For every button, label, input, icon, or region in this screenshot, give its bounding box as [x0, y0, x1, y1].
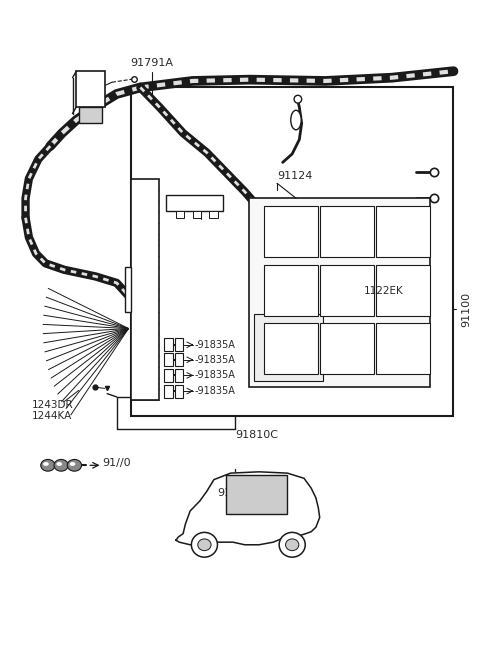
Ellipse shape: [43, 462, 49, 466]
Text: -91835A: -91835A: [194, 355, 235, 365]
Bar: [209, 212, 218, 217]
Bar: [76, 71, 105, 107]
Text: 1122EK: 1122EK: [363, 286, 403, 296]
Text: 91100: 91100: [218, 488, 253, 498]
Ellipse shape: [56, 462, 62, 466]
Ellipse shape: [67, 459, 82, 471]
Bar: [264, 206, 318, 257]
Bar: [192, 212, 201, 217]
Bar: [175, 338, 183, 351]
Bar: [375, 206, 430, 257]
Text: -91835A: -91835A: [194, 340, 235, 350]
Bar: [254, 315, 323, 380]
Bar: [375, 323, 430, 374]
Text: 91124: 91124: [277, 171, 312, 181]
Bar: [175, 384, 183, 397]
Text: -91835A: -91835A: [194, 386, 235, 396]
Bar: [131, 87, 454, 417]
Text: 91810C: 91810C: [235, 430, 278, 440]
Ellipse shape: [70, 462, 75, 466]
Bar: [164, 338, 173, 351]
Text: 1244KA: 1244KA: [32, 411, 72, 421]
Text: -91835A: -91835A: [194, 371, 235, 380]
Bar: [320, 323, 374, 374]
Ellipse shape: [192, 532, 217, 557]
Bar: [264, 323, 318, 374]
Bar: [167, 195, 223, 212]
Bar: [176, 212, 184, 217]
Polygon shape: [176, 472, 320, 545]
Bar: [79, 107, 102, 124]
Bar: [264, 265, 318, 315]
Ellipse shape: [291, 110, 301, 130]
Text: 91//0: 91//0: [102, 459, 131, 468]
Text: 91122: 91122: [183, 196, 219, 206]
Ellipse shape: [286, 539, 299, 551]
Ellipse shape: [198, 539, 211, 551]
Bar: [125, 267, 131, 311]
Bar: [164, 369, 173, 382]
Bar: [375, 265, 430, 315]
Ellipse shape: [294, 95, 301, 103]
Bar: [164, 353, 173, 367]
Ellipse shape: [41, 459, 55, 471]
Bar: [175, 369, 183, 382]
Text: 91100: 91100: [462, 292, 471, 327]
Bar: [131, 179, 159, 400]
Bar: [320, 265, 374, 315]
Bar: [250, 198, 430, 387]
Bar: [226, 475, 288, 514]
Bar: [164, 384, 173, 397]
Ellipse shape: [54, 459, 68, 471]
Text: 1243DR: 1243DR: [32, 400, 74, 411]
Bar: [320, 206, 374, 257]
Bar: [175, 353, 183, 367]
Text: 91791A: 91791A: [131, 58, 174, 68]
Ellipse shape: [279, 532, 305, 557]
